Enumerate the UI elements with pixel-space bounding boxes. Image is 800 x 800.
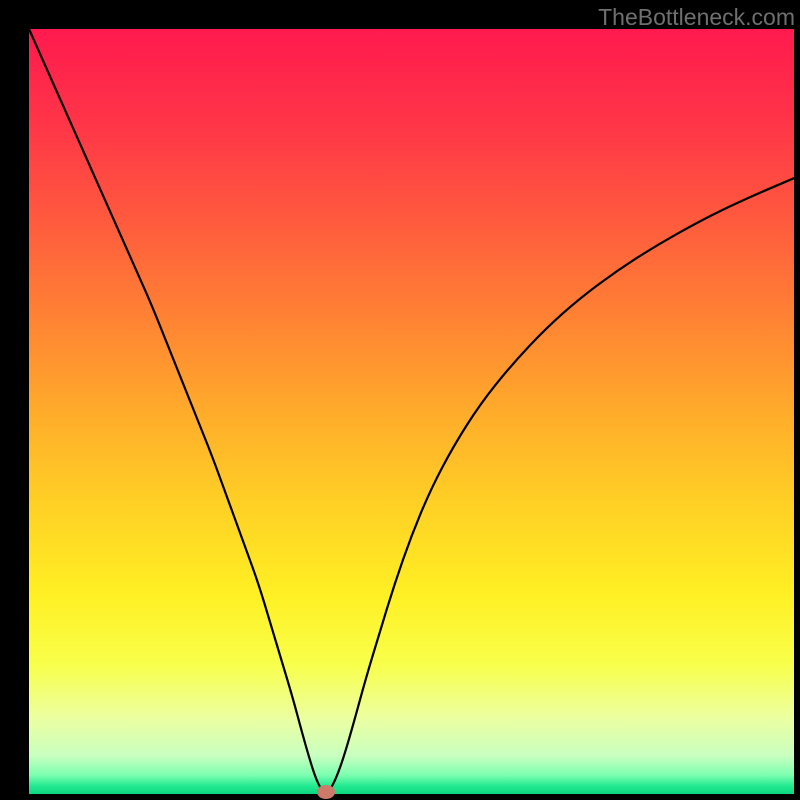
- bottleneck-curve: [29, 29, 794, 794]
- plot-frame: [29, 29, 794, 794]
- minimum-marker: [317, 785, 335, 799]
- stage: TheBottleneck.com: [0, 0, 800, 800]
- watermark-text: TheBottleneck.com: [598, 4, 795, 31]
